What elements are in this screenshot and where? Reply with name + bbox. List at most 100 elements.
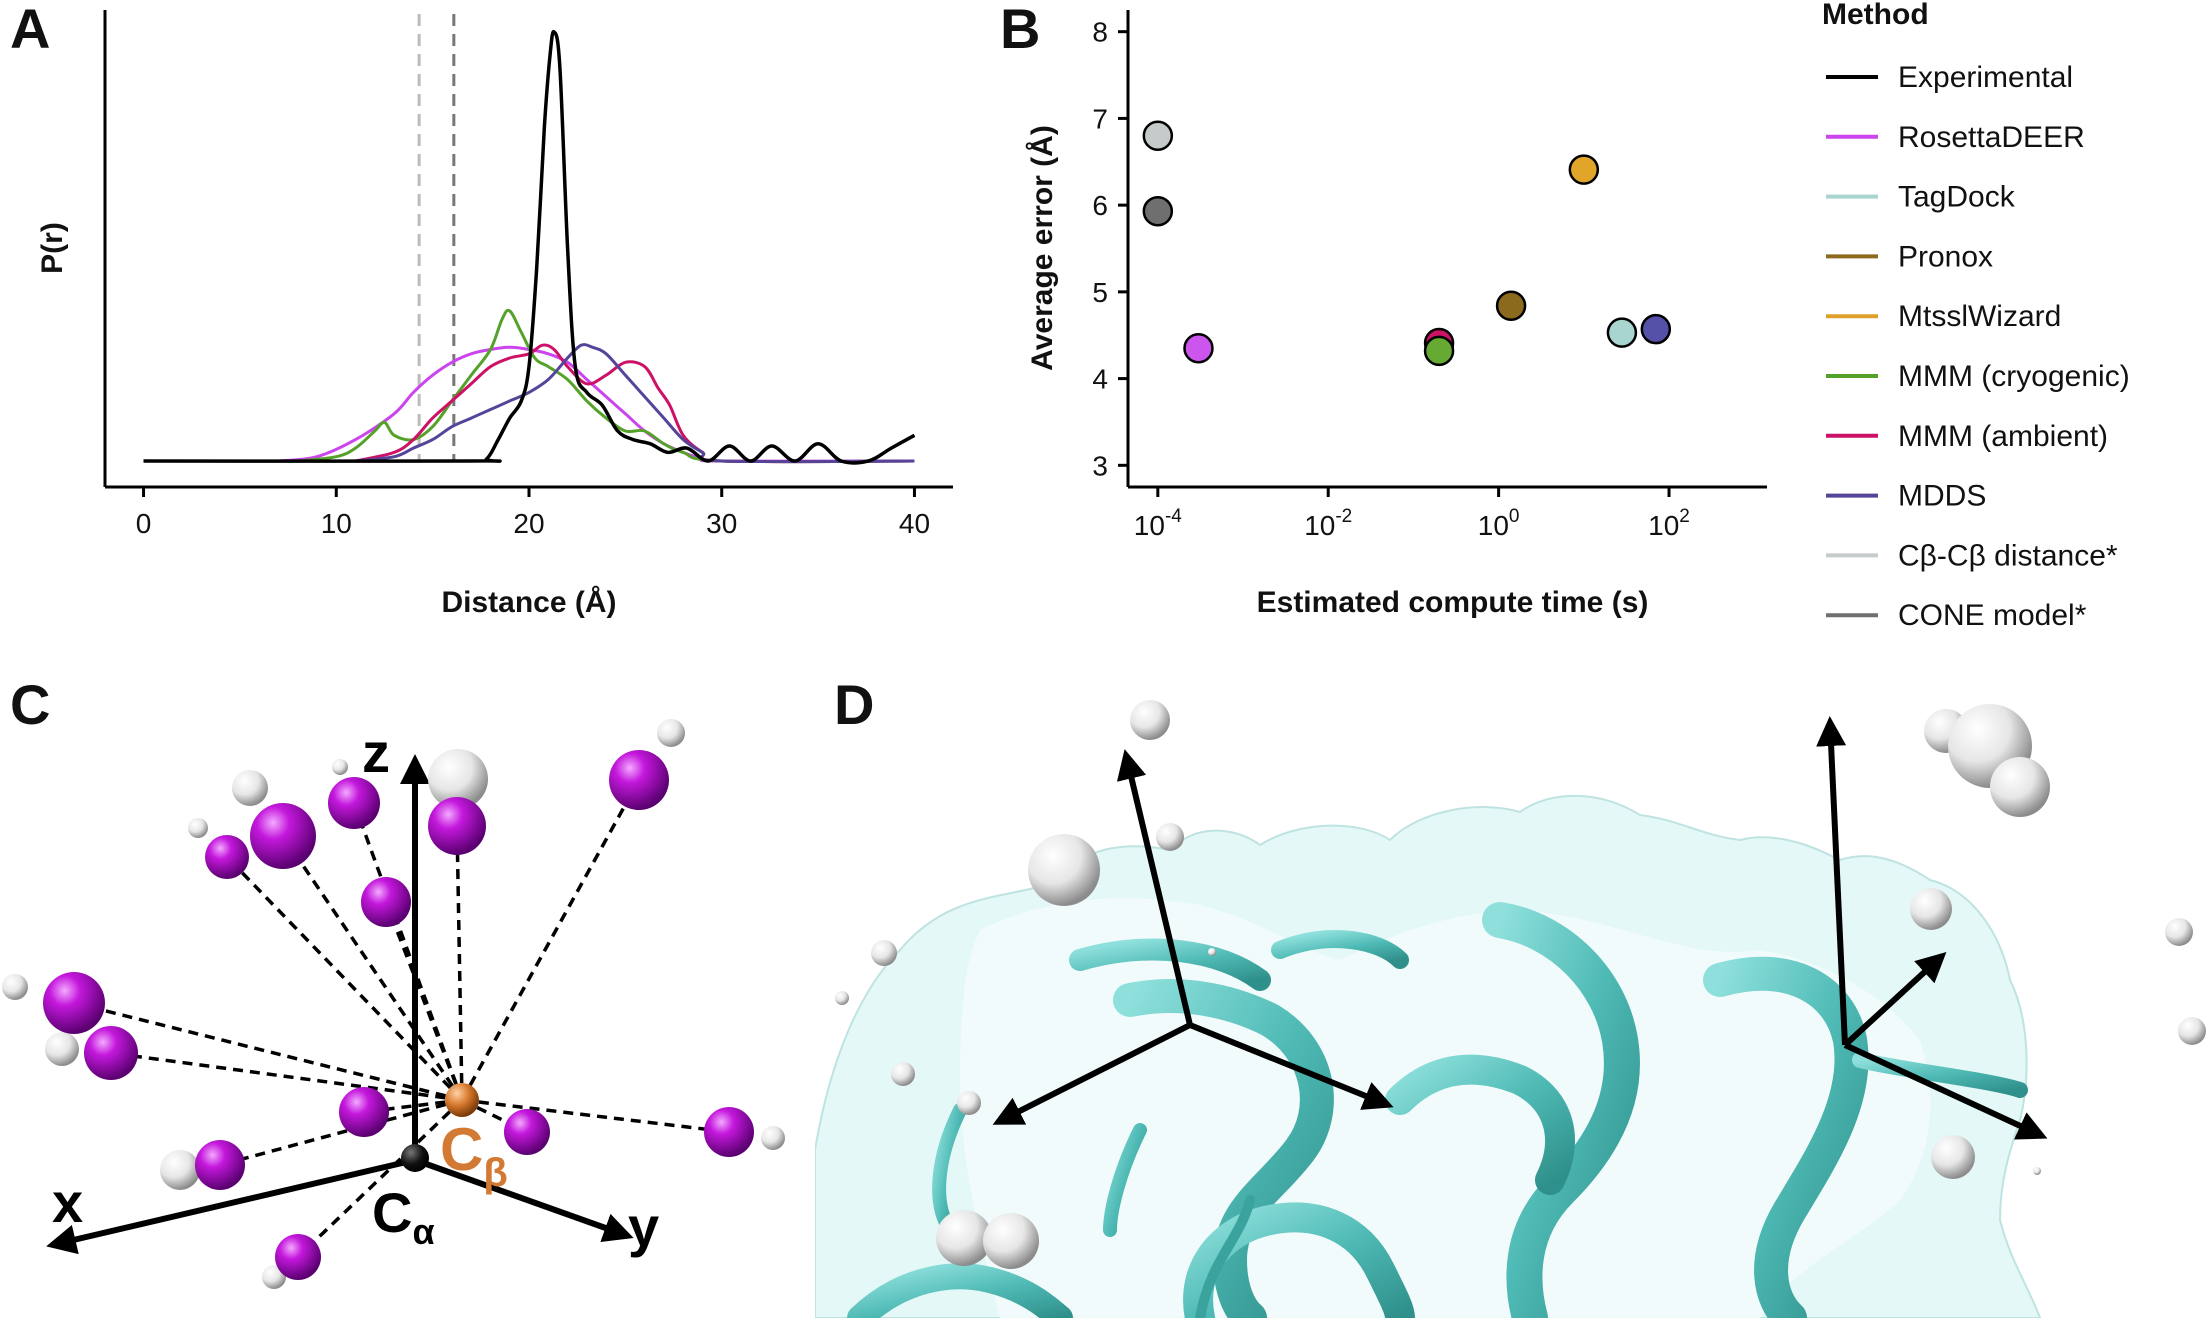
legend-item-label: Cβ-Cβ distance*: [1898, 539, 2118, 572]
spin-sphere: [250, 803, 316, 869]
cbeta-atom: [445, 1083, 479, 1117]
data-point-mmm-cryogenic-: [1423, 335, 1455, 367]
white-sphere: [332, 759, 348, 775]
density-sphere: [2178, 1017, 2206, 1045]
density-sphere: [957, 1091, 981, 1115]
white-sphere: [45, 1032, 79, 1066]
white-sphere: [160, 1150, 200, 1190]
x-axis-title: Distance (Å): [441, 586, 616, 619]
x-axis-arrow: [46, 1157, 416, 1255]
density-sphere: [936, 1210, 992, 1266]
legend-item-label: MDDS: [1898, 480, 1986, 513]
y-axis-title: Average error (Å): [1026, 125, 1059, 371]
legend-item-label: Experimental: [1898, 61, 2073, 94]
spin-sphere: [195, 1140, 245, 1190]
spin-sphere: [275, 1234, 321, 1280]
density-sphere: [2165, 918, 2193, 946]
spin-sphere: [504, 1109, 550, 1155]
y-tick-label: 6: [1092, 190, 1108, 221]
panel-label-a: A: [10, 0, 51, 60]
legend-item-label: MMM (cryogenic): [1898, 360, 2130, 393]
distance-line: [461, 1098, 730, 1134]
y-tick-label: 8: [1092, 17, 1108, 48]
x-tick-label: 100: [1478, 506, 1520, 541]
density-sphere: [1990, 757, 2050, 817]
spin-sphere: [328, 777, 380, 829]
legend-item-label: MtsslWizard: [1898, 300, 2061, 333]
y-tick-label: 7: [1092, 103, 1108, 134]
series-line-mmm-cryogenic-: [297, 308, 915, 464]
calpha-label: Cα: [372, 1181, 435, 1252]
x-tick-label: 10-2: [1304, 506, 1352, 541]
density-sphere: [1208, 948, 1216, 956]
white-sphere: [761, 1126, 785, 1150]
y-tick-label: 5: [1092, 277, 1108, 308]
panel-label-c: C: [10, 673, 51, 736]
label-frames: [992, 716, 2048, 1140]
density-sphere: [835, 991, 849, 1005]
z-axis-label: z: [362, 721, 390, 784]
legend-item-label: Pronox: [1898, 240, 1993, 273]
calpha-atom: [401, 1144, 429, 1172]
distance-line: [219, 1098, 463, 1167]
white-sphere: [657, 719, 685, 747]
distance-line: [460, 779, 641, 1101]
density-sphere: [1130, 700, 1170, 740]
spin-sphere: [339, 1087, 389, 1137]
panel-a-distance-distribution: 0 10 20 30 40 Distance (Å) P(r): [36, 10, 953, 619]
y-tick-label: 4: [1092, 364, 1108, 395]
legend-item-label: TagDock: [1898, 181, 2016, 214]
x-axis-title: Estimated compute time (s): [1257, 586, 1649, 619]
spin-sphere: [205, 835, 249, 879]
helix-ribbons: [847, 902, 2028, 1318]
spin-sphere: [704, 1107, 754, 1157]
distance-line: [384, 901, 464, 1101]
legend-item-label: RosettaDEER: [1898, 121, 2085, 154]
series-line-mmm-ambient-: [355, 343, 915, 464]
density-sphere: [2033, 1167, 2041, 1175]
white-sphere: [188, 818, 208, 838]
spin-sphere: [43, 972, 105, 1034]
y-axis-arrow: [413, 1157, 634, 1243]
cbeta-label: Cβ: [440, 1116, 508, 1195]
x-tick-label: 40: [899, 508, 930, 539]
x-tick-label: 20: [513, 508, 544, 539]
density-sphere: [1910, 888, 1952, 930]
white-sphere: [2, 974, 28, 1000]
spin-sphere: [84, 1026, 138, 1080]
distance-line: [296, 1098, 464, 1259]
legend-item-label: CONE model*: [1898, 599, 2087, 632]
panel-label-d: D: [834, 673, 875, 736]
density-sphere: [1028, 834, 1100, 906]
x-tick-label: 10: [321, 508, 352, 539]
spin-sphere: [609, 750, 669, 810]
legend-title: Method: [1822, 0, 1929, 31]
x-axis-label: x: [52, 1171, 83, 1234]
density-sphere: [1156, 823, 1184, 851]
data-point-c-c-distance-: [1142, 120, 1174, 152]
density-sphere: [1931, 1135, 1975, 1179]
x-tick-label: 102: [1648, 506, 1690, 541]
spin-distance-lines: [73, 779, 730, 1259]
x-tick-label: 30: [706, 508, 737, 539]
data-point-cone-model-: [1142, 195, 1174, 227]
series-line-experimental: [143, 29, 916, 465]
x-tick-label: 0: [136, 508, 152, 539]
panel-b-error-vs-time: 3 4 5 6 7 8 10-4 10-2 100 102 Estimated compute ti…: [1026, 10, 1767, 619]
y-axis-title: P(r): [36, 222, 69, 274]
data-point-mdds: [1640, 313, 1672, 345]
panel-d-protein-rendering: [815, 700, 2206, 1318]
panel-c-coordinate-diagram: z x y Cα Cβ: [2, 719, 785, 1289]
density-sphere: [891, 1062, 915, 1086]
data-point-pronox: [1495, 290, 1527, 321]
density-sphere: [871, 940, 897, 966]
spin-sphere: [428, 797, 486, 855]
white-sphere: [428, 749, 488, 809]
coordinate-axes: [46, 754, 634, 1255]
distance-line: [281, 835, 464, 1101]
data-point-mtsslwizard: [1568, 154, 1600, 185]
spin-density-spheres: [835, 700, 2206, 1269]
density-sphere: [983, 1213, 1039, 1269]
panel-label-b: B: [1000, 0, 1041, 60]
